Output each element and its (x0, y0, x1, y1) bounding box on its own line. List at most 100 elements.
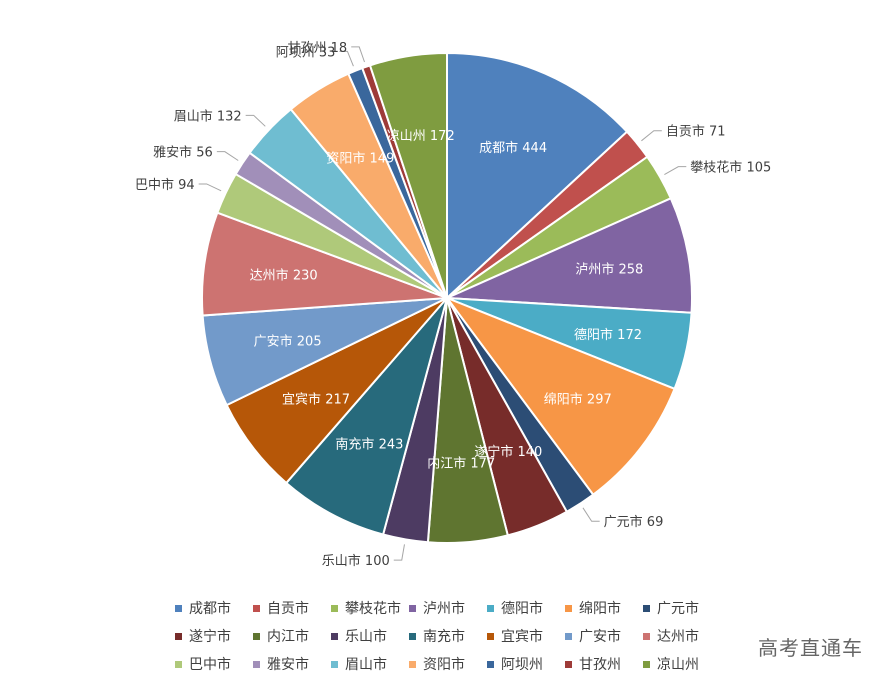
slice-label-value-17: 132 (213, 109, 242, 124)
slice-label-value-10: 100 (361, 554, 390, 569)
legend-item-21: 凉山州 (643, 654, 721, 674)
slice-label-name-15: 巴中市 (135, 177, 174, 193)
legend-label: 遂宁市 (189, 629, 231, 645)
legend-label: 成都市 (189, 601, 231, 617)
legend-item-11: 南充市 (409, 626, 487, 646)
leader-line-20 (351, 46, 365, 63)
legend-swatch (487, 660, 494, 668)
slice-label-name-7: 广元市 (604, 514, 643, 530)
pie-plot: 成都市 444 自贡市 71 攀枝花市 105 泸州市 258 德阳市 172 绵阳市 2… (135, 41, 771, 569)
slice-label-21: 凉山州 172 (387, 129, 455, 144)
legend-item-2: 自贡市 (253, 598, 331, 618)
slice-label-name-8: 遂宁市 (474, 444, 513, 460)
slice-label-11: 南充市 243 (335, 437, 403, 453)
leader-line-10 (393, 544, 405, 561)
legend-swatch (409, 604, 416, 612)
slice-label-name-18: 资阳市 (326, 151, 365, 167)
legend-swatch (565, 604, 572, 612)
slice-label-13: 广安市 205 (254, 334, 322, 350)
legend-swatch (253, 632, 260, 640)
legend-swatch (253, 660, 260, 668)
slice-label-name-16: 雅安市 (153, 145, 192, 161)
legend-item-10: 乐山市 (331, 626, 409, 646)
slice-label-value-3: 105 (742, 161, 771, 176)
slice-label-name-11: 南充市 (335, 437, 374, 453)
legend-swatch (643, 632, 650, 640)
slice-label-value-9: 177 (466, 456, 495, 471)
pie-slice-21 (368, 51, 448, 299)
legend-swatch (253, 604, 260, 612)
leader-line-7 (582, 507, 600, 522)
pie-slice-11 (284, 297, 448, 536)
legend-label: 宜宾市 (501, 629, 543, 645)
legend-item-5: 德阳市 (487, 598, 565, 618)
slice-label-name-20: 甘孜州 (288, 41, 327, 56)
slice-label-value-6: 297 (583, 393, 612, 408)
legend-swatch (643, 660, 650, 668)
leader-line-3 (664, 166, 687, 175)
slice-label-4: 泸州市 258 (575, 262, 643, 278)
slice-label-name-2: 自贡市 (666, 124, 705, 140)
legend-label: 德阳市 (501, 601, 543, 617)
slice-label-8: 遂宁市 140 (474, 444, 542, 460)
slice-label-name-9: 内江市 (427, 455, 466, 471)
legend-swatch (409, 660, 416, 668)
leader-line-15 (198, 183, 222, 192)
legend-swatch (331, 632, 338, 640)
legend-swatch (175, 604, 182, 612)
slice-label-value-5: 172 (613, 328, 642, 343)
legend-label: 内江市 (267, 629, 309, 645)
slice-label-value-1: 444 (518, 141, 547, 156)
slice-label-12: 宜宾市 217 (282, 391, 350, 407)
slice-label-name-6: 绵阳市 (544, 392, 583, 408)
legend-swatch (331, 660, 338, 668)
slice-label-value-4: 258 (614, 263, 643, 278)
slice-label-value-16: 56 (192, 146, 213, 161)
pie-slice-1 (446, 51, 629, 301)
slice-label-3: 攀枝花市 105 (690, 160, 771, 176)
slice-label-value-13: 205 (293, 335, 322, 350)
slice-label-10: 乐山市 100 (322, 553, 390, 569)
legend-label: 巴中市 (189, 657, 231, 673)
slice-label-name-19: 阿坝州 (276, 45, 315, 60)
slice-label-name-1: 成都市 (479, 140, 518, 156)
legend-item-6: 绵阳市 (565, 598, 643, 618)
pie-slice-14 (201, 211, 448, 317)
slice-label-value-20: 18 (327, 41, 348, 56)
legend-item-4: 泸州市 (409, 598, 487, 618)
legend-label: 泸州市 (423, 601, 465, 617)
legend-label: 眉山市 (345, 657, 387, 673)
legend-label: 乐山市 (345, 629, 387, 645)
slice-label-14: 达州市 230 (250, 268, 318, 284)
slice-label-6: 绵阳市 297 (544, 392, 612, 408)
legend-item-15: 巴中市 (175, 654, 253, 674)
legend-label: 南充市 (423, 629, 465, 645)
legend-item-16: 雅安市 (253, 654, 331, 674)
legend-label: 达州市 (657, 629, 699, 645)
legend-label: 阿坝州 (501, 657, 543, 673)
slice-label-5: 德阳市 172 (574, 327, 642, 343)
leader-line-17 (245, 114, 266, 127)
slice-label-7: 广元市 69 (604, 514, 664, 530)
slice-label-value-21: 172 (426, 129, 455, 144)
legend-item-9: 内江市 (253, 626, 331, 646)
leader-line-2 (641, 130, 662, 142)
legend-item-19: 阿坝州 (487, 654, 565, 674)
slice-label-1: 成都市 444 (479, 140, 547, 156)
pie-slice-6 (444, 295, 676, 497)
slice-label-19: 阿坝州 33 (276, 45, 336, 60)
legend-item-14: 达州市 (643, 626, 721, 646)
legend: 成都市 自贡市 攀枝花市 泸州市 德阳市 绵阳市 广元市 遂宁市 内江市 乐山市 南充市 宜宾市 广安市… (175, 598, 721, 674)
legend-swatch (487, 604, 494, 612)
slice-label-name-14: 达州市 (250, 268, 289, 284)
legend-label: 凉山州 (657, 657, 699, 673)
legend-swatch (487, 632, 494, 640)
legend-item-1: 成都市 (175, 598, 253, 618)
legend-label: 雅安市 (267, 657, 309, 673)
slice-label-value-11: 243 (374, 438, 403, 453)
slice-label-16: 雅安市 56 (153, 145, 213, 161)
legend-item-8: 遂宁市 (175, 626, 253, 646)
slice-label-value-14: 230 (289, 269, 318, 284)
legend-swatch (565, 660, 572, 668)
legend-item-18: 资阳市 (409, 654, 487, 674)
